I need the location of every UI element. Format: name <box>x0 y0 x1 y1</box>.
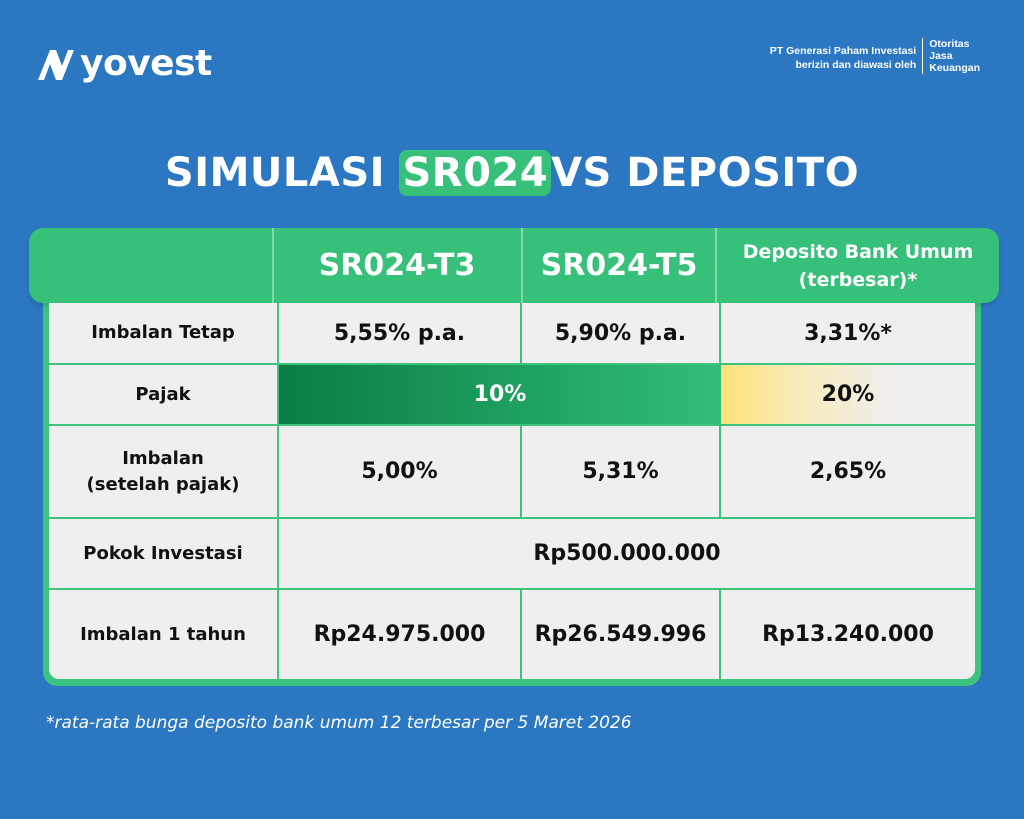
column-divider <box>520 424 522 517</box>
header-sr024-t5: SR024-T5 <box>540 248 698 283</box>
brand-name: yovest <box>80 43 212 84</box>
tax-sbn-highlight <box>279 365 721 424</box>
regulator-info: PT Generasi Paham Investasi berizin dan … <box>770 38 980 74</box>
row-label-pajak: Pajak <box>135 383 191 405</box>
column-divider <box>520 303 522 365</box>
cell-pokok-value: Rp500.000.000 <box>533 541 721 566</box>
regulator-divider <box>922 38 924 74</box>
header-divider <box>272 228 274 303</box>
row-divider <box>49 517 975 519</box>
header-deposito: Deposito Bank Umum (terbesar)* <box>742 240 974 291</box>
cell-pajak-sbn: 10% <box>473 382 527 407</box>
row-label-imbalan-tahun: Imbalan 1 tahun <box>80 623 246 645</box>
column-divider <box>520 588 522 679</box>
cell-imbalan-tahun-t3: Rp24.975.000 <box>313 622 486 647</box>
tax-deposit-highlight <box>721 365 975 424</box>
header-divider <box>715 228 717 303</box>
title-highlight: SR024 <box>399 150 552 196</box>
page-title: SIMULASI SR024VS DEPOSITO <box>164 150 860 196</box>
row-label-pokok: Pokok Investasi <box>83 542 243 564</box>
cell-imbalan-net-t3: 5,00% <box>361 459 438 484</box>
cell-imbalan-tahun-t5: Rp26.549.996 <box>534 622 707 647</box>
header-sr024-t3: SR024-T3 <box>318 248 476 283</box>
cell-pajak-dep: 20% <box>821 382 875 407</box>
cell-imbalan-net-dep: 2,65% <box>809 459 887 484</box>
cell-imbalan-net-t5: 5,31% <box>582 459 659 484</box>
row-divider <box>49 588 975 590</box>
nyovest-n-mark-icon <box>38 50 74 80</box>
comparison-table: SR024-T3 SR024-T5 Deposito Bank Umum (te… <box>29 228 999 686</box>
column-divider <box>719 424 721 517</box>
column-divider <box>719 588 721 679</box>
row-divider <box>49 424 975 426</box>
row-divider <box>49 363 975 365</box>
row-label-imbalan-net: Imbalan (setelah pajak) <box>86 447 240 495</box>
brand-logo: yovest <box>36 46 212 82</box>
cell-imbalan-tahun-dep: Rp13.240.000 <box>762 622 934 647</box>
cell-imbalan-tetap-t5: 5,90% p.a. <box>554 320 687 346</box>
regulator-line-2: berizin dan diawasi oleh <box>795 59 917 71</box>
column-divider <box>719 303 721 365</box>
row-label-imbalan-tetap: Imbalan Tetap <box>91 322 235 343</box>
cell-imbalan-tetap-dep: 3,31%* <box>804 320 892 346</box>
footnote: *rata-rata bunga deposito bank umum 12 t… <box>46 713 632 733</box>
cell-imbalan-tetap-t3: 5,55% p.a. <box>333 320 466 346</box>
table-header: SR024-T3 SR024-T5 Deposito Bank Umum (te… <box>29 228 999 303</box>
regulator-line-1: PT Generasi Paham Investasi <box>769 45 917 57</box>
header-divider <box>521 228 523 303</box>
column-divider <box>277 303 279 679</box>
ojk-logo: Otoritas Jasa Keuangan <box>929 38 980 74</box>
table-body: Imbalan Tetap 5,55% p.a. 5,90% p.a. 3,31… <box>49 303 975 679</box>
